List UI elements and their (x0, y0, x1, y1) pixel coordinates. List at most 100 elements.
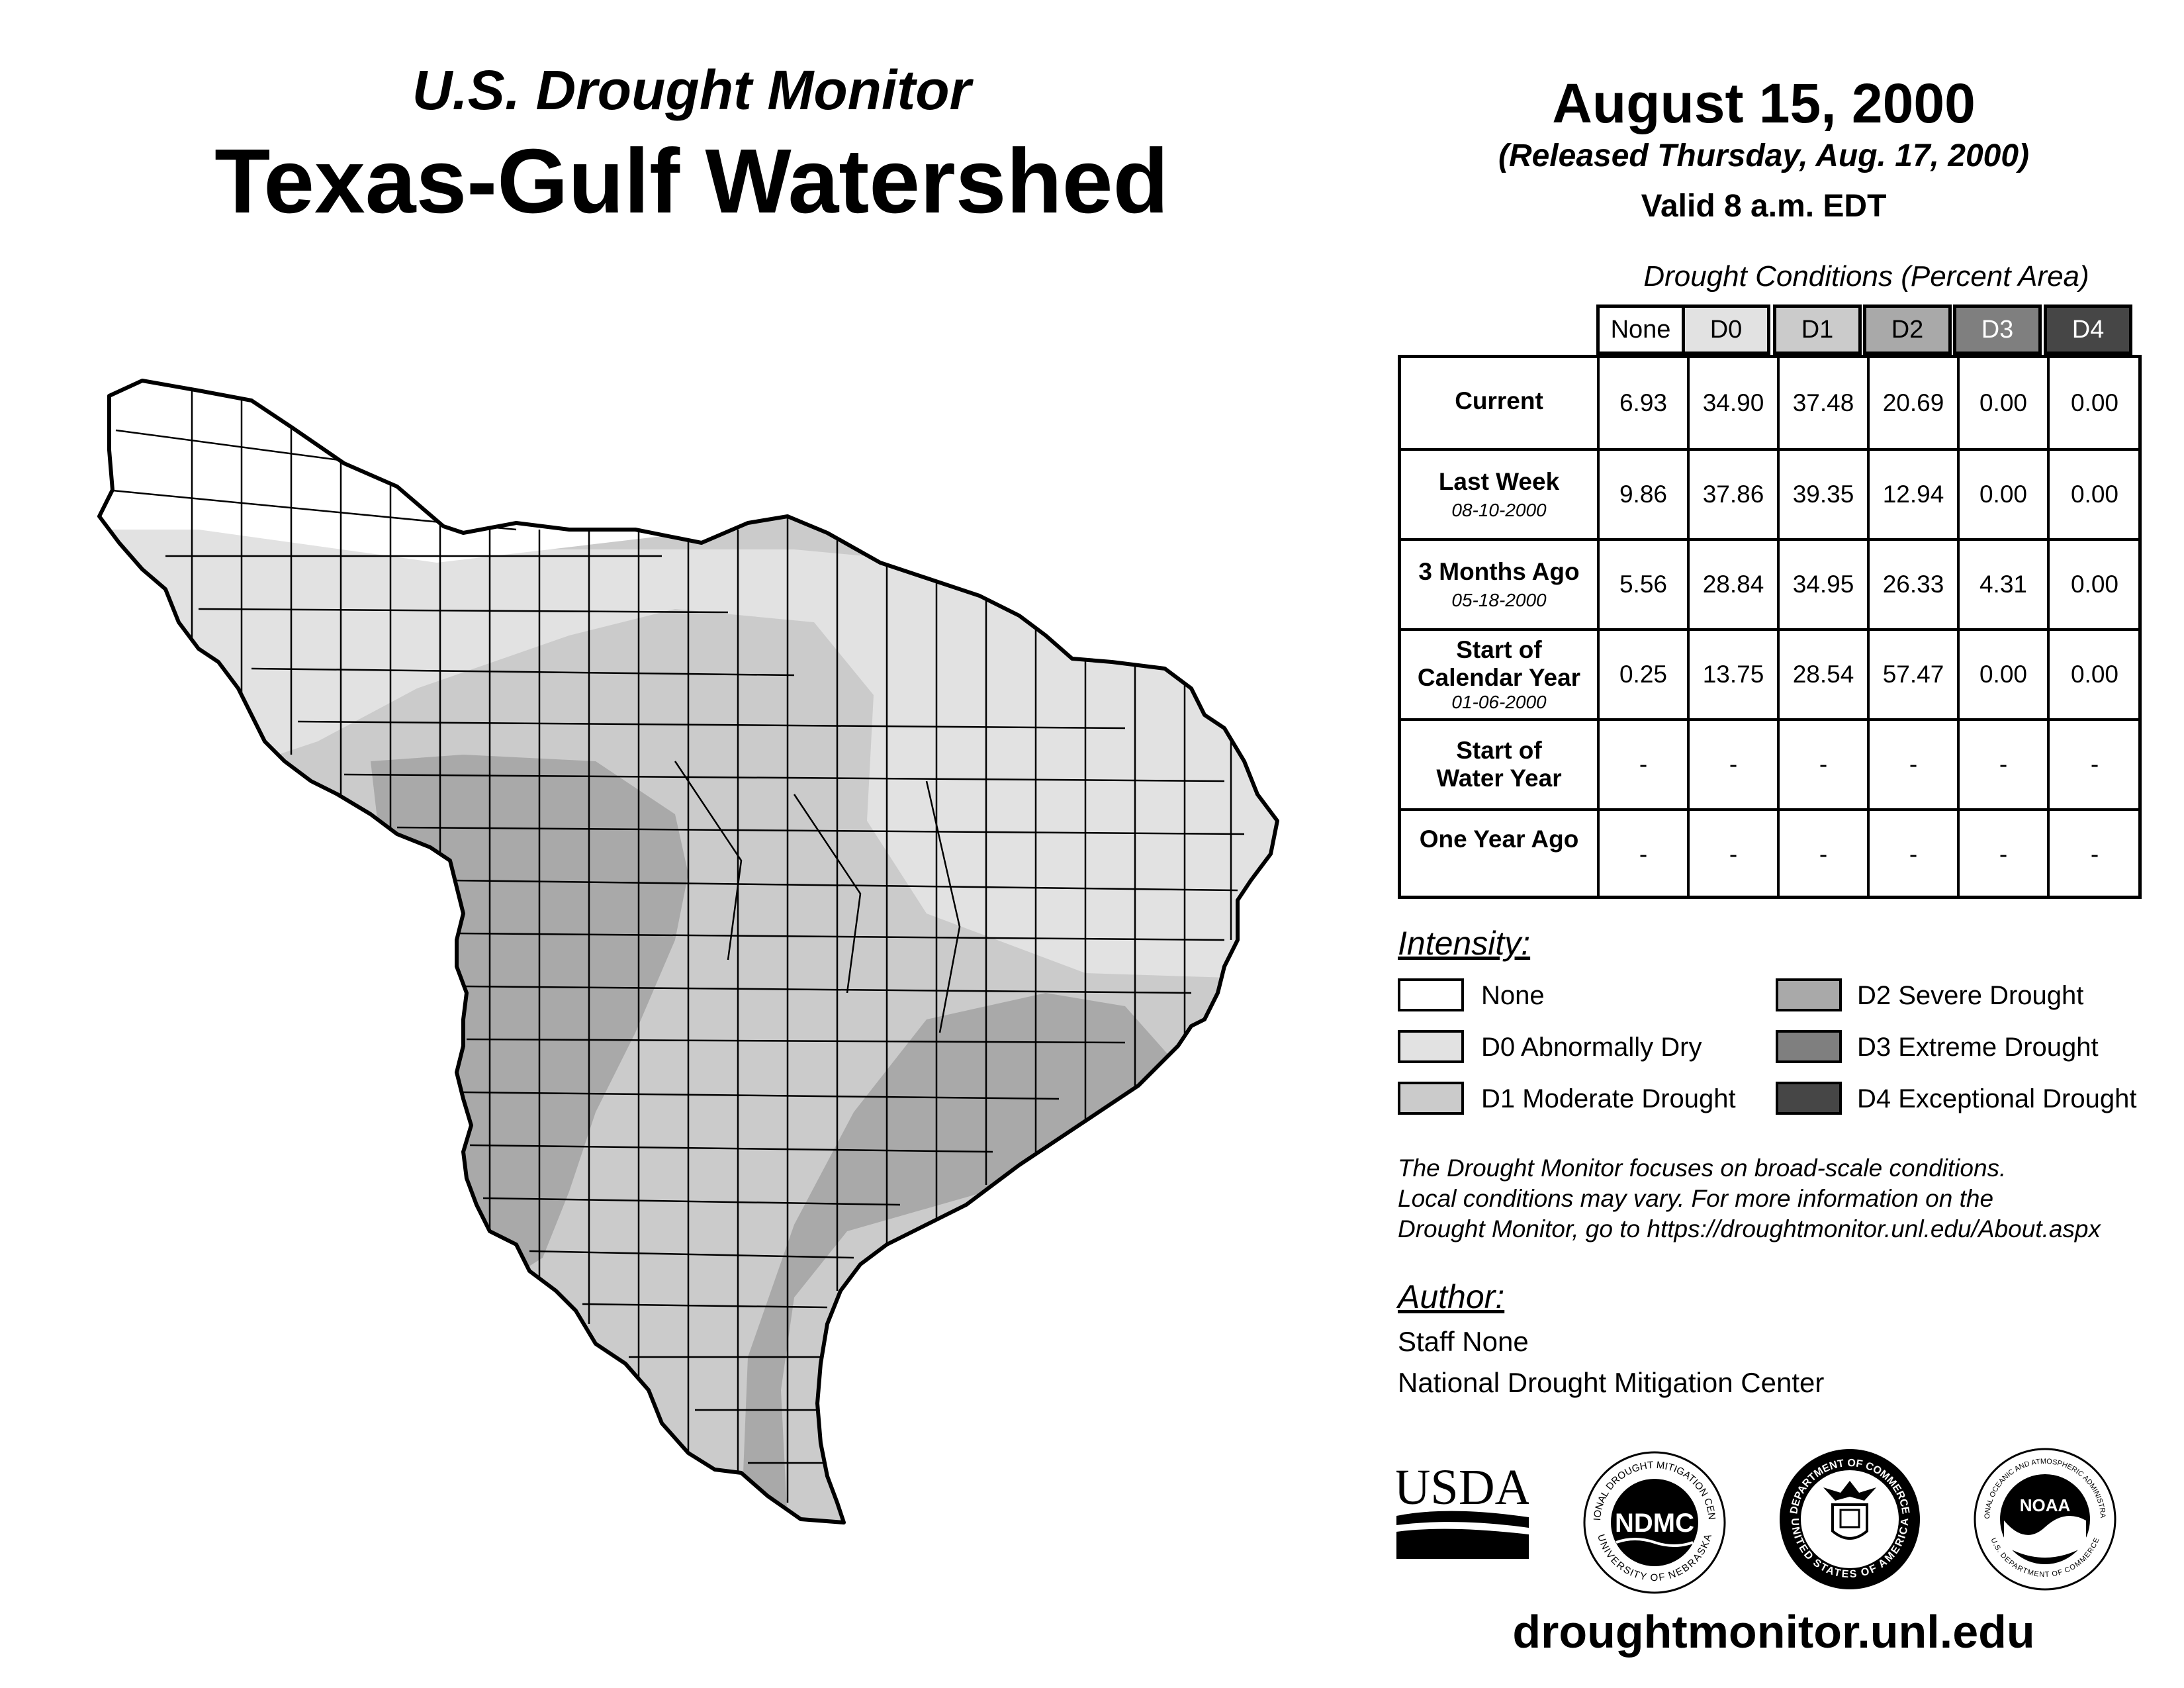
drought-stats-table: Current 6.93 34.90 37.48 20.69 0.00 0.00… (1398, 355, 2142, 899)
row-label: Current (1455, 387, 1543, 414)
legend-label: D1 Moderate Drought (1481, 1084, 1736, 1113)
table-cell: 26.33 (1870, 541, 1960, 628)
legend-swatch (1398, 1030, 1464, 1063)
commerce-seal: DEPARTMENT OF COMMERCE UNITED STATES OF … (1780, 1449, 1920, 1589)
row-label-cell: Start of Water Year (1401, 721, 1600, 808)
table-cell: 0.00 (1960, 358, 2050, 448)
table-cell: 0.00 (1960, 631, 2050, 718)
table-cell: - (1690, 811, 1780, 898)
table-cell: 39.35 (1780, 451, 1870, 538)
row-label: One Year Ago (1419, 825, 1579, 853)
author-org: National Drought Mitigation Center (1398, 1367, 1825, 1398)
row-label-cell: Start of Calendar Year 01-06-2000 (1401, 631, 1600, 718)
table-cell: 0.00 (2070, 389, 2118, 416)
row-label-cell: One Year Ago (1401, 811, 1600, 898)
table-cell: 34.90 (1690, 358, 1780, 448)
table-cell: - (1780, 811, 1870, 898)
table-cell: - (2090, 841, 2099, 868)
table-cell: 37.48 (1780, 358, 1870, 448)
row-date: 08-10-2000 (1451, 500, 1547, 520)
noaa-wordmark: NOAA (2020, 1495, 2071, 1515)
col-header-d3: D3 (1953, 305, 2042, 355)
col-header-none: None (1596, 305, 1685, 355)
legend-label: D2 Severe Drought (1857, 981, 2084, 1010)
table-cell: - (1600, 721, 1690, 808)
table-cell: 0.25 (1600, 631, 1690, 718)
table-cell: 0.00 (2070, 481, 2118, 508)
table-row: Start of Calendar Year 01-06-2000 0.25 13… (1401, 628, 2138, 718)
ndmc-wordmark: NDMC (1615, 1509, 1694, 1538)
col-header-d2: D2 (1863, 305, 1952, 355)
col-header-d0: D0 (1682, 305, 1770, 355)
table-cell: - (1870, 811, 1960, 898)
ndmc-logo: NATIONAL DROUGHT MITIGATION CENTER UNIVE… (1582, 1450, 1726, 1594)
legend-swatch (1776, 1030, 1842, 1063)
table-caption: Drought Conditions (Percent Area) (1643, 260, 2089, 293)
table-cell: - (1960, 811, 2050, 898)
table-row: Last Week 08-10-2000 9.86 37.86 39.35 12.… (1401, 448, 2138, 538)
website-link[interactable]: droughtmonitor.unl.edu (1512, 1606, 2035, 1658)
release-date: (Released Thursday, Aug. 17, 2000) (1498, 138, 2030, 173)
table-cell: 37.86 (1690, 451, 1780, 538)
note-line: Drought Monitor, go to https://droughtmo… (1398, 1215, 2101, 1243)
table-cell: - (2090, 751, 2099, 778)
map-subtitle: U.S. Drought Monitor (412, 59, 972, 121)
note-line: Local conditions may vary. For more info… (1398, 1185, 1994, 1212)
row-label: Start of Water Year (1436, 737, 1562, 792)
legend-swatch (1398, 1082, 1464, 1115)
legend-swatch (1776, 1082, 1842, 1115)
author-name: Staff None (1398, 1326, 1529, 1357)
legend-label: D0 Abnormally Dry (1481, 1033, 1702, 1062)
row-date: 05-18-2000 (1451, 590, 1547, 610)
valid-time: Valid 8 a.m. EDT (1641, 189, 1887, 224)
table-cell: 9.86 (1600, 451, 1690, 538)
col-header-label: D2 (1891, 315, 1924, 344)
row-label: 3 Months Ago (1418, 558, 1580, 585)
table-cell: - (1780, 721, 1870, 808)
col-header-d4: D4 (2044, 305, 2132, 355)
drought-map (97, 379, 1279, 1524)
disclaimer-note: The Drought Monitor focuses on broad-sca… (1398, 1153, 2184, 1244)
table-cell: 28.54 (1780, 631, 1870, 718)
author-title: Author: (1398, 1278, 1505, 1315)
table-cell: 57.47 (1870, 631, 1960, 718)
table-cell: 5.56 (1600, 541, 1690, 628)
table-cell: 28.84 (1690, 541, 1780, 628)
legend-label: None (1481, 981, 1545, 1010)
table-cell: - (1960, 721, 2050, 808)
row-date: 01-06-2000 (1451, 692, 1547, 712)
table-row: One Year Ago - - - - - - (1401, 808, 2138, 898)
table-cell: 20.69 (1870, 358, 1960, 448)
table-cell: - (1690, 721, 1780, 808)
legend-label: D3 Extreme Drought (1857, 1033, 2099, 1062)
usda-logo: USDA (1396, 1463, 1529, 1559)
legend-label: D4 Exceptional Drought (1857, 1084, 2137, 1113)
table-row: Start of Water Year - - - - - - (1401, 718, 2138, 808)
col-header-label: D4 (2071, 315, 2105, 344)
table-cell: 34.95 (1780, 541, 1870, 628)
row-label-cell: Last Week 08-10-2000 (1401, 451, 1600, 538)
legend-title: Intensity: (1398, 925, 1531, 962)
table-cell: 12.94 (1870, 451, 1960, 538)
row-label: Last Week (1438, 468, 1560, 495)
row-label-cell: Current (1401, 358, 1600, 448)
table-cell: 0.00 (1960, 451, 2050, 538)
noaa-logo: NATIONAL OCEANIC AND ATMOSPHERIC ADMINIS… (1972, 1446, 2116, 1591)
table-cell: 13.75 (1690, 631, 1780, 718)
usda-wordmark: USDA (1396, 1463, 1529, 1515)
table-row: 3 Months Ago 05-18-2000 5.56 28.84 34.95 … (1401, 538, 2138, 628)
col-header-label: D0 (1709, 315, 1743, 344)
table-cell: - (1600, 811, 1690, 898)
col-header-label: None (1610, 315, 1671, 344)
table-cell: 0.00 (2070, 571, 2118, 598)
col-header-d1: D1 (1773, 305, 1862, 355)
legend-swatch (1776, 978, 1842, 1011)
table-cell: - (1870, 721, 1960, 808)
table-row: Current 6.93 34.90 37.48 20.69 0.00 0.00 (1401, 358, 2138, 448)
table-cell: 0.00 (2070, 661, 2118, 688)
legend-swatch (1398, 978, 1464, 1011)
map-title: Texas-Gulf Watershed (214, 130, 1169, 232)
col-header-label: D1 (1801, 315, 1834, 344)
note-line: The Drought Monitor focuses on broad-sca… (1398, 1154, 2007, 1182)
row-label-cell: 3 Months Ago 05-18-2000 (1401, 541, 1600, 628)
